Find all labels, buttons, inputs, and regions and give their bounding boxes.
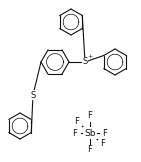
Text: F: F <box>101 139 105 149</box>
Text: S: S <box>82 58 88 66</box>
Text: F: F <box>103 128 107 138</box>
Text: F: F <box>75 117 79 127</box>
Text: F: F <box>73 128 77 138</box>
Text: S: S <box>30 91 36 99</box>
Text: Sb: Sb <box>84 128 96 138</box>
Text: F: F <box>88 145 92 155</box>
Text: +: + <box>87 54 93 59</box>
Text: F: F <box>88 111 92 121</box>
